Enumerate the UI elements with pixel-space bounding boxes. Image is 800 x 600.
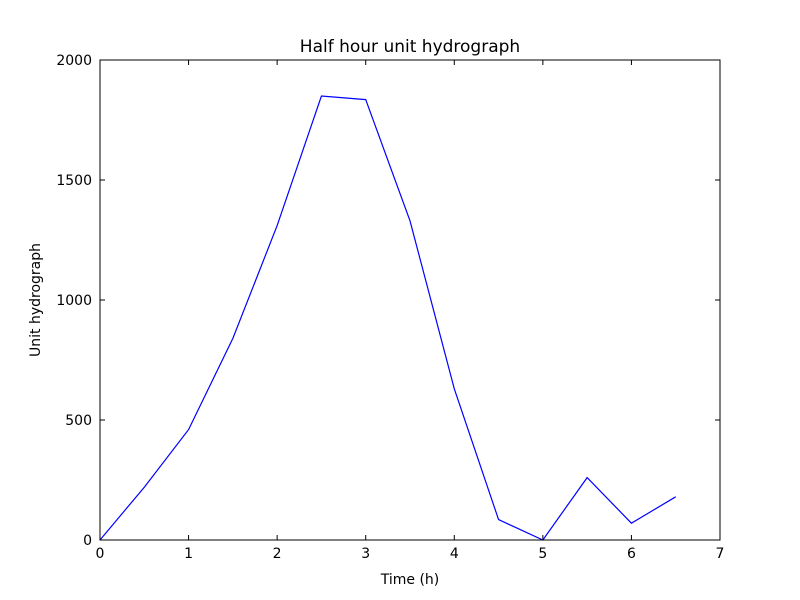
y-tick-label: 1500	[56, 173, 92, 189]
x-axis-label: Time (h)	[380, 572, 440, 588]
y-tick-label: 1000	[56, 293, 92, 309]
x-tick-label: 1	[184, 546, 193, 562]
x-tick-label: 2	[273, 546, 282, 562]
y-tick-label: 2000	[56, 53, 92, 69]
y-axis-label: Unit hydrograph	[28, 243, 44, 357]
series-line	[99, 95, 677, 541]
x-tick-label: 7	[716, 546, 725, 562]
x-tick-label: 4	[450, 546, 459, 562]
x-tick-label: 6	[627, 546, 636, 562]
x-tick-label: 0	[96, 546, 105, 562]
y-tick-label: 0	[83, 533, 92, 549]
chart-title: Half hour unit hydrograph	[300, 37, 520, 57]
x-tick-label: 5	[538, 546, 547, 562]
x-tick-label: 3	[361, 546, 370, 562]
y-tick-label: 500	[65, 413, 92, 429]
plot-background	[100, 60, 720, 540]
tick-labels: 0 1 2 3 4 5 6 7 0 500 1000 1500 2000	[56, 53, 724, 562]
plot-frame	[99, 59, 721, 541]
